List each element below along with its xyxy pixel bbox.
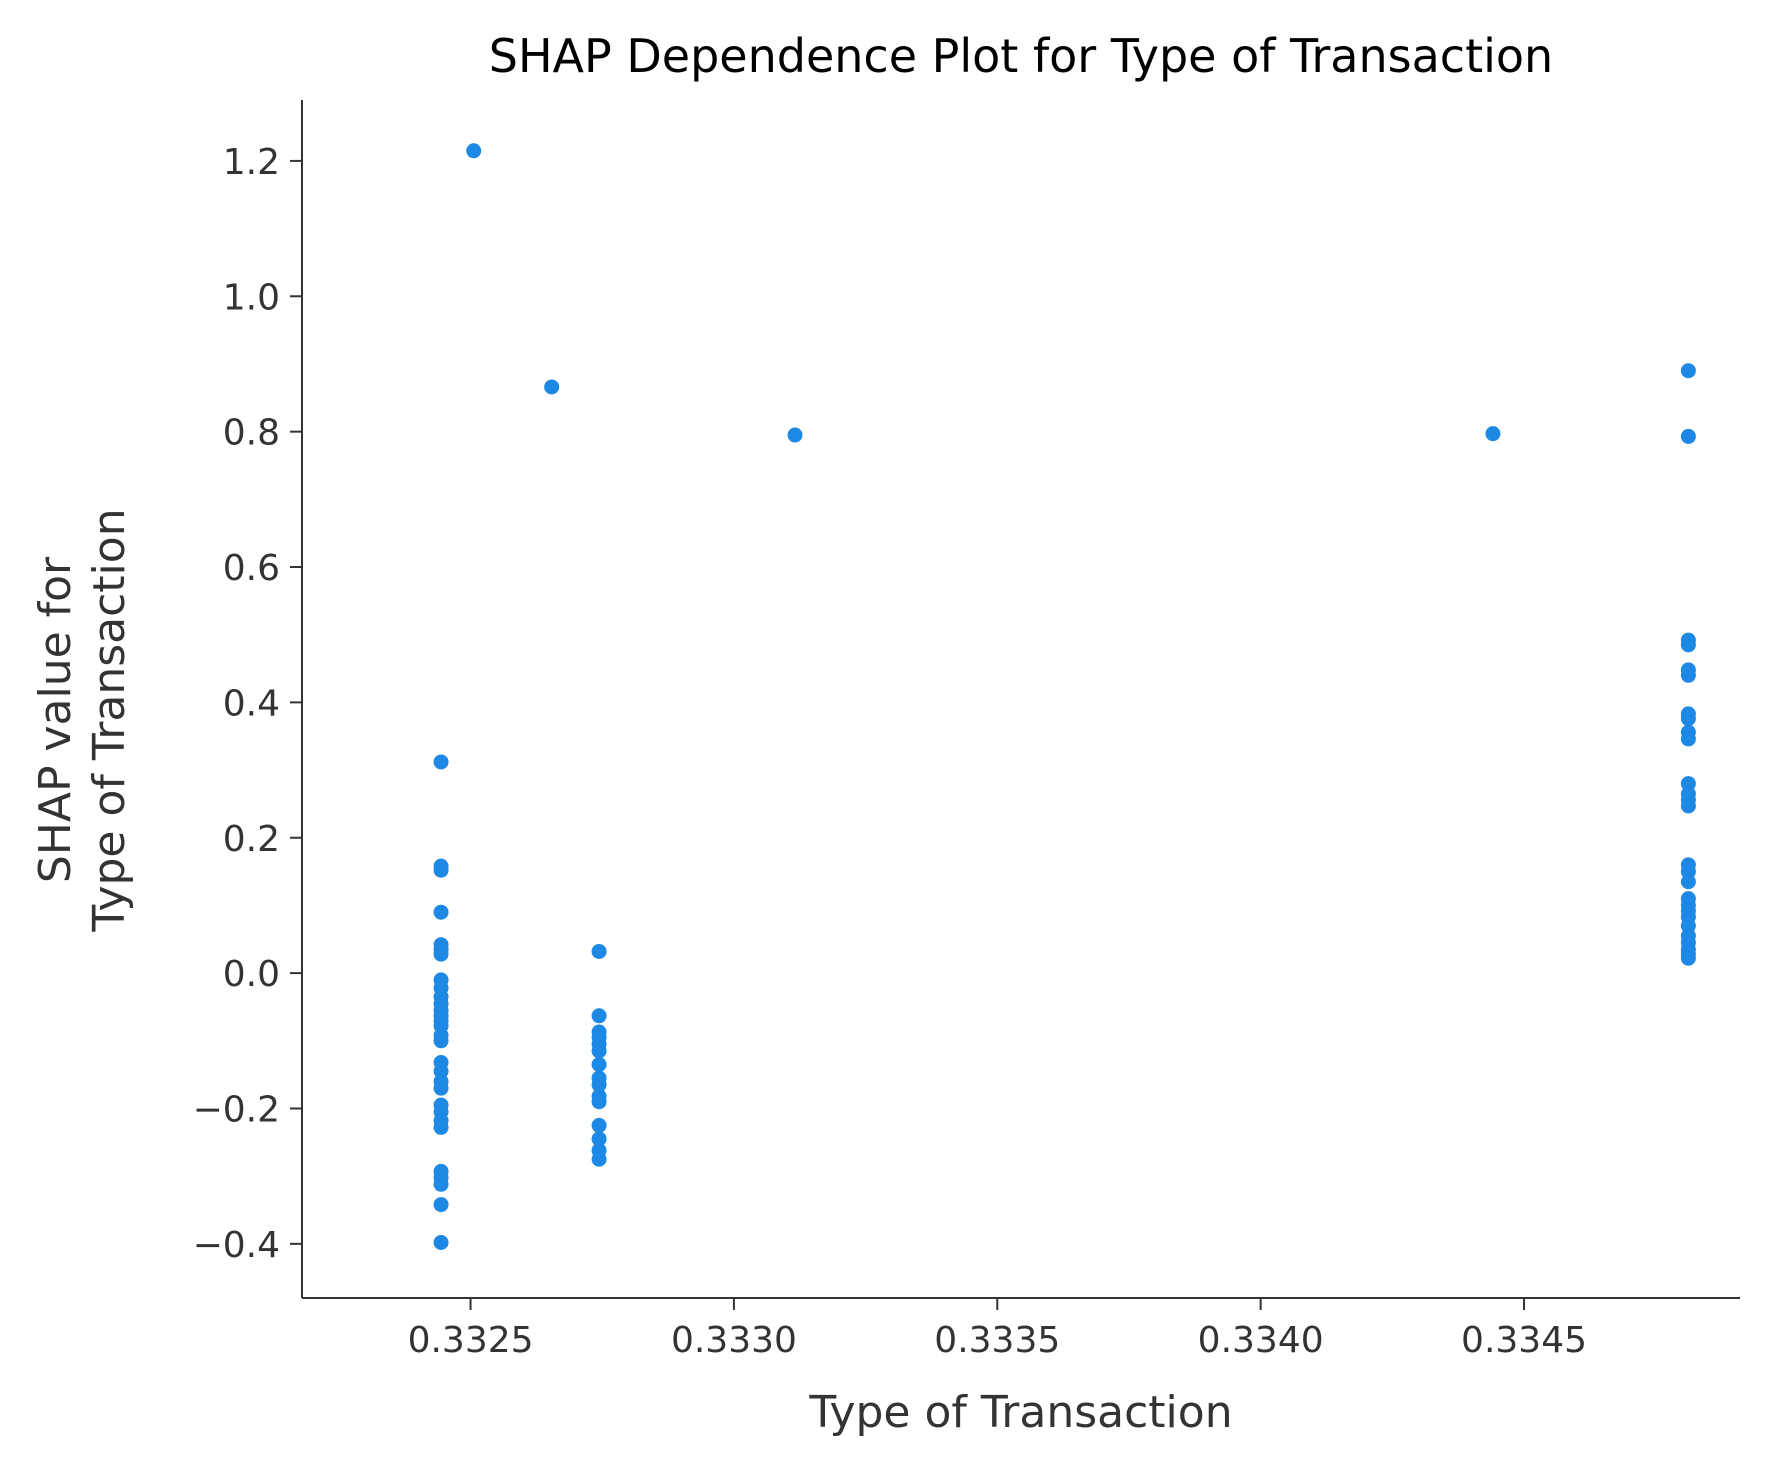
x-tick-label: 0.3330 xyxy=(671,1320,797,1361)
scatter-point xyxy=(1680,711,1696,727)
scatter-point xyxy=(1680,798,1696,814)
scatter-point xyxy=(466,143,482,159)
y-ticks: −0.4 −0.2 0.0 0.2 0.4 0.6 0.8 1.0 1.2 xyxy=(193,142,302,1266)
y-axis-label-line-1: SHAP value for xyxy=(30,556,81,883)
scatter-point xyxy=(591,1056,607,1072)
scatter-point xyxy=(433,862,449,878)
y-tick-label: 0.0 xyxy=(223,954,280,995)
x-tick-label: 0.3340 xyxy=(1198,1320,1324,1361)
scatter-point xyxy=(433,754,449,770)
y-axis-label: SHAP value for Type of Transaction xyxy=(30,508,135,932)
scatter-point xyxy=(433,904,449,920)
y-tick-label: −0.2 xyxy=(193,1089,280,1130)
scatter-point xyxy=(591,1043,607,1059)
scatter-point xyxy=(591,1131,607,1147)
scatter-point xyxy=(1680,428,1696,444)
scatter-point xyxy=(591,943,607,959)
scatter-point xyxy=(1680,667,1696,683)
y-tick-label: 0.2 xyxy=(223,819,280,860)
x-ticks: 0.3325 0.3330 0.3335 0.3340 0.3345 xyxy=(408,1298,1587,1361)
x-axis-label: Type of Transaction xyxy=(808,1387,1232,1438)
scatter-point xyxy=(1680,731,1696,747)
y-tick-label: 0.4 xyxy=(223,683,280,724)
y-tick-label: 1.2 xyxy=(223,142,280,183)
scatter-point xyxy=(433,1176,449,1192)
y-tick-label: −0.4 xyxy=(193,1225,280,1266)
scatter-point xyxy=(787,427,803,443)
scatter-point xyxy=(1680,950,1696,966)
scatter-point xyxy=(433,1119,449,1135)
x-tick-label: 0.3335 xyxy=(934,1320,1060,1361)
y-axis-label-line-2: Type of Transaction xyxy=(84,508,135,932)
scatter-point xyxy=(433,1234,449,1250)
scatter-point xyxy=(1680,874,1696,890)
x-tick-label: 0.3345 xyxy=(1461,1320,1587,1361)
scatter-point xyxy=(591,1117,607,1133)
y-tick-label: 1.0 xyxy=(223,277,280,318)
x-tick-label: 0.3325 xyxy=(408,1320,534,1361)
scatter-point xyxy=(591,1008,607,1024)
chart-title: SHAP Dependence Plot for Type of Transac… xyxy=(489,29,1553,83)
scatter-point xyxy=(544,379,560,395)
scatter-point xyxy=(433,946,449,962)
scatter-point xyxy=(591,1094,607,1110)
scatter-point xyxy=(591,1151,607,1167)
scatter-point xyxy=(591,1077,607,1093)
y-tick-label: 0.6 xyxy=(223,548,280,589)
y-tick-label: 0.8 xyxy=(223,413,280,454)
data-points xyxy=(433,143,1696,1250)
scatter-point xyxy=(1680,637,1696,653)
scatter-point xyxy=(433,1080,449,1096)
scatter-point xyxy=(433,1197,449,1213)
scatter-point xyxy=(433,1033,449,1049)
scatter-point xyxy=(1680,363,1696,379)
scatter-point xyxy=(1485,426,1501,442)
